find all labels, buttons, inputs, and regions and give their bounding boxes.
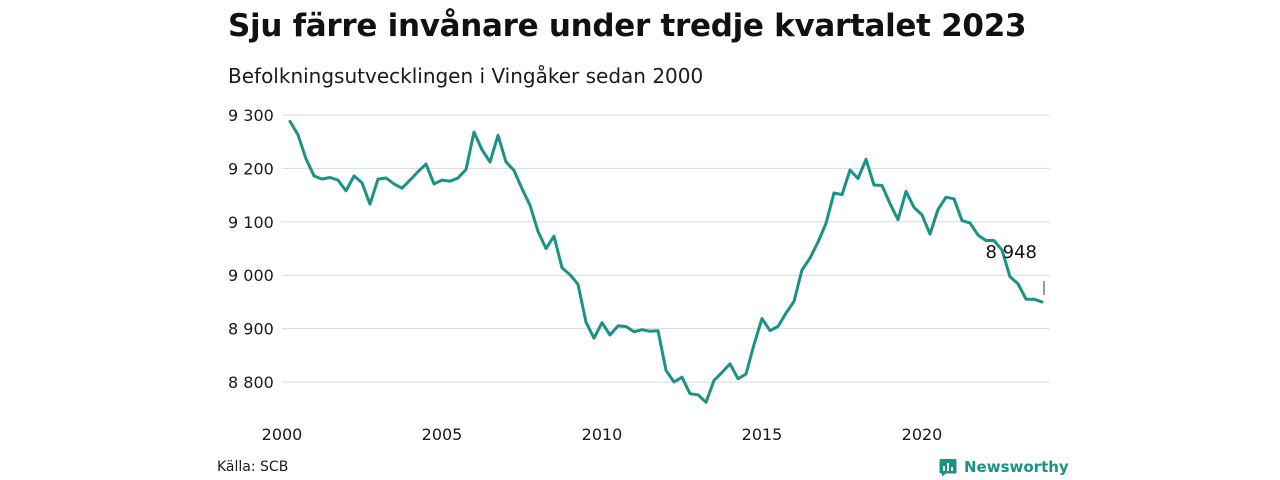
source-note: Källa: SCB bbox=[217, 459, 289, 475]
chart-subtitle: Befolkningsutvecklingen i Vingåker sedan… bbox=[228, 64, 704, 88]
chart-title: Sju färre invånare under tredje kvartale… bbox=[228, 8, 1027, 44]
series-line bbox=[288, 119, 1044, 404]
x-tick-label: 2005 bbox=[422, 425, 463, 444]
x-tick-label: 2015 bbox=[742, 425, 783, 444]
y-tick-label: 9 000 bbox=[228, 266, 274, 285]
brand-logo: Newsworthy bbox=[938, 456, 1069, 478]
newsworthy-logo-icon bbox=[939, 459, 957, 477]
y-tick-label: 8 900 bbox=[228, 320, 274, 339]
x-tick-label: 2020 bbox=[902, 425, 943, 444]
annotation-label: 8 948 bbox=[985, 242, 1037, 263]
x-tick-label: 2010 bbox=[582, 425, 623, 444]
y-tick-label: 8 800 bbox=[228, 373, 274, 392]
brand-name: Newsworthy bbox=[964, 458, 1069, 476]
x-tick-label: 2000 bbox=[262, 425, 303, 444]
y-tick-label: 9 100 bbox=[228, 213, 274, 232]
y-tick-label: 9 200 bbox=[228, 159, 274, 178]
y-tick-label: 9 300 bbox=[228, 106, 274, 125]
